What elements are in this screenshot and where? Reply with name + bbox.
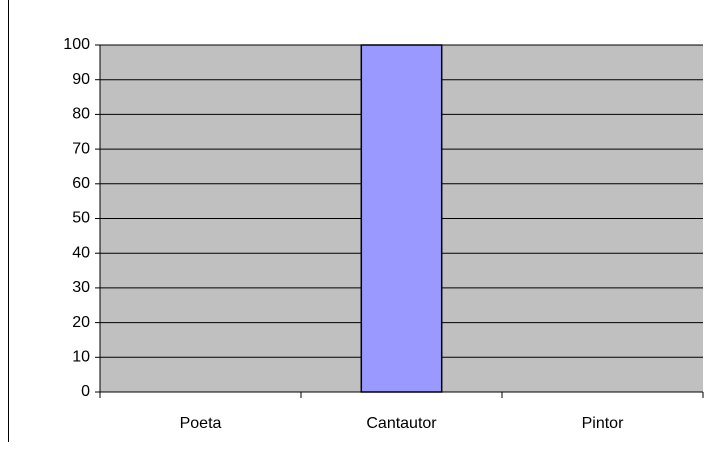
y-tick-label: 70: [72, 140, 90, 157]
y-tick-label: 10: [72, 349, 90, 366]
y-tick-label: 30: [72, 279, 90, 296]
y-tick-label: 50: [72, 210, 90, 227]
x-tick-label: Poeta: [180, 415, 222, 432]
y-tick-label: 0: [81, 383, 90, 400]
y-tick-label: 40: [72, 244, 90, 261]
x-tick-label: Cantautor: [366, 415, 437, 432]
y-tick-label: 20: [72, 314, 90, 331]
y-tick-label: 80: [72, 106, 90, 123]
y-tick-label: 100: [63, 36, 90, 53]
x-tick-label: Pintor: [582, 415, 624, 432]
bar: [360, 44, 443, 393]
y-tick-label: 90: [72, 71, 90, 88]
y-tick-label: 60: [72, 175, 90, 192]
